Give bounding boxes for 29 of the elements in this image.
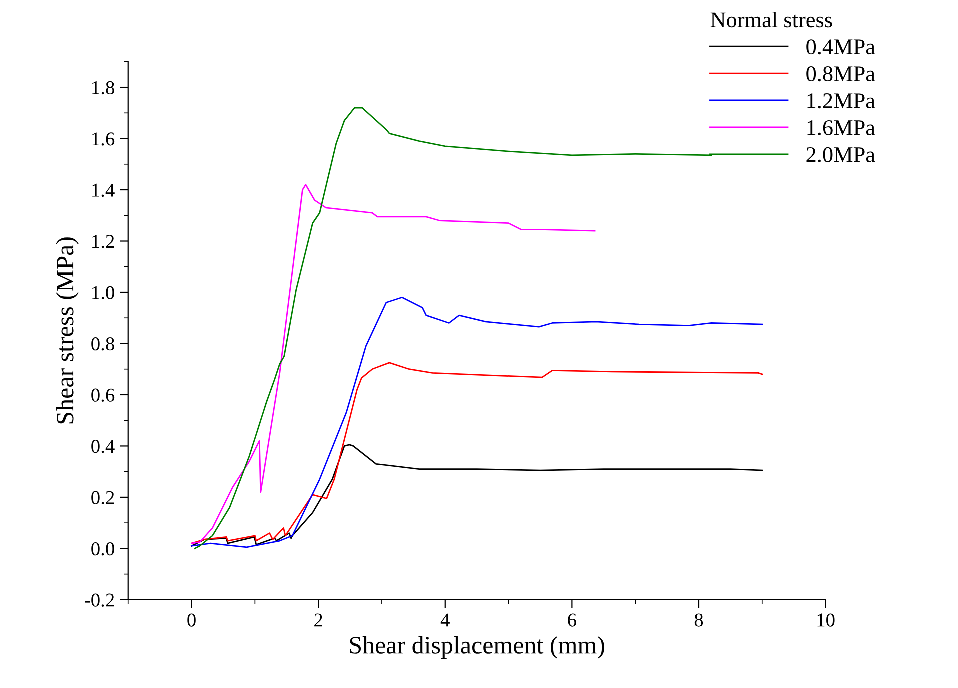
y-tick-label: 0.8 bbox=[92, 338, 114, 351]
line-series bbox=[191, 362, 764, 544]
x-tick-label: 8 bbox=[694, 614, 704, 627]
legend-label: 0.8MPa bbox=[806, 66, 876, 82]
y-tick-label: -0.2 bbox=[85, 594, 114, 607]
y-tick-label: 1.8 bbox=[92, 81, 114, 95]
y-tick-label: 0.6 bbox=[92, 388, 115, 402]
x-tick-label: 2 bbox=[314, 614, 322, 627]
y-tick-label: 0.0 bbox=[92, 542, 114, 556]
y-axis-title: Shear stress (MPa) bbox=[56, 238, 79, 424]
legend-label: 1.2MPa bbox=[808, 94, 876, 109]
y-tick-label: 1.2 bbox=[92, 235, 114, 248]
x-tick-label: 0 bbox=[188, 614, 196, 627]
y-tick-label: 0.2 bbox=[92, 491, 114, 504]
y-tick-label: 1.4 bbox=[92, 184, 115, 198]
legend-label: 2.0MPa bbox=[806, 147, 876, 162]
line-series bbox=[191, 444, 764, 547]
x-axis-title: Shear displacement (mm) bbox=[350, 636, 604, 659]
line-series bbox=[191, 296, 764, 548]
y-tick-label: 1.6 bbox=[92, 132, 115, 146]
legend-label: 1.6MPa bbox=[808, 120, 876, 136]
x-tick-label: 6 bbox=[568, 614, 576, 627]
x-tick-label: 10 bbox=[818, 614, 835, 627]
x-tick-label: 4 bbox=[440, 614, 450, 627]
legend-title: Normal stress bbox=[710, 12, 832, 28]
y-tick-label: 1.0 bbox=[92, 286, 114, 300]
legend-label: 0.4MPa bbox=[806, 40, 876, 55]
line-series bbox=[191, 184, 596, 544]
y-tick-label: 0.4 bbox=[92, 440, 115, 454]
